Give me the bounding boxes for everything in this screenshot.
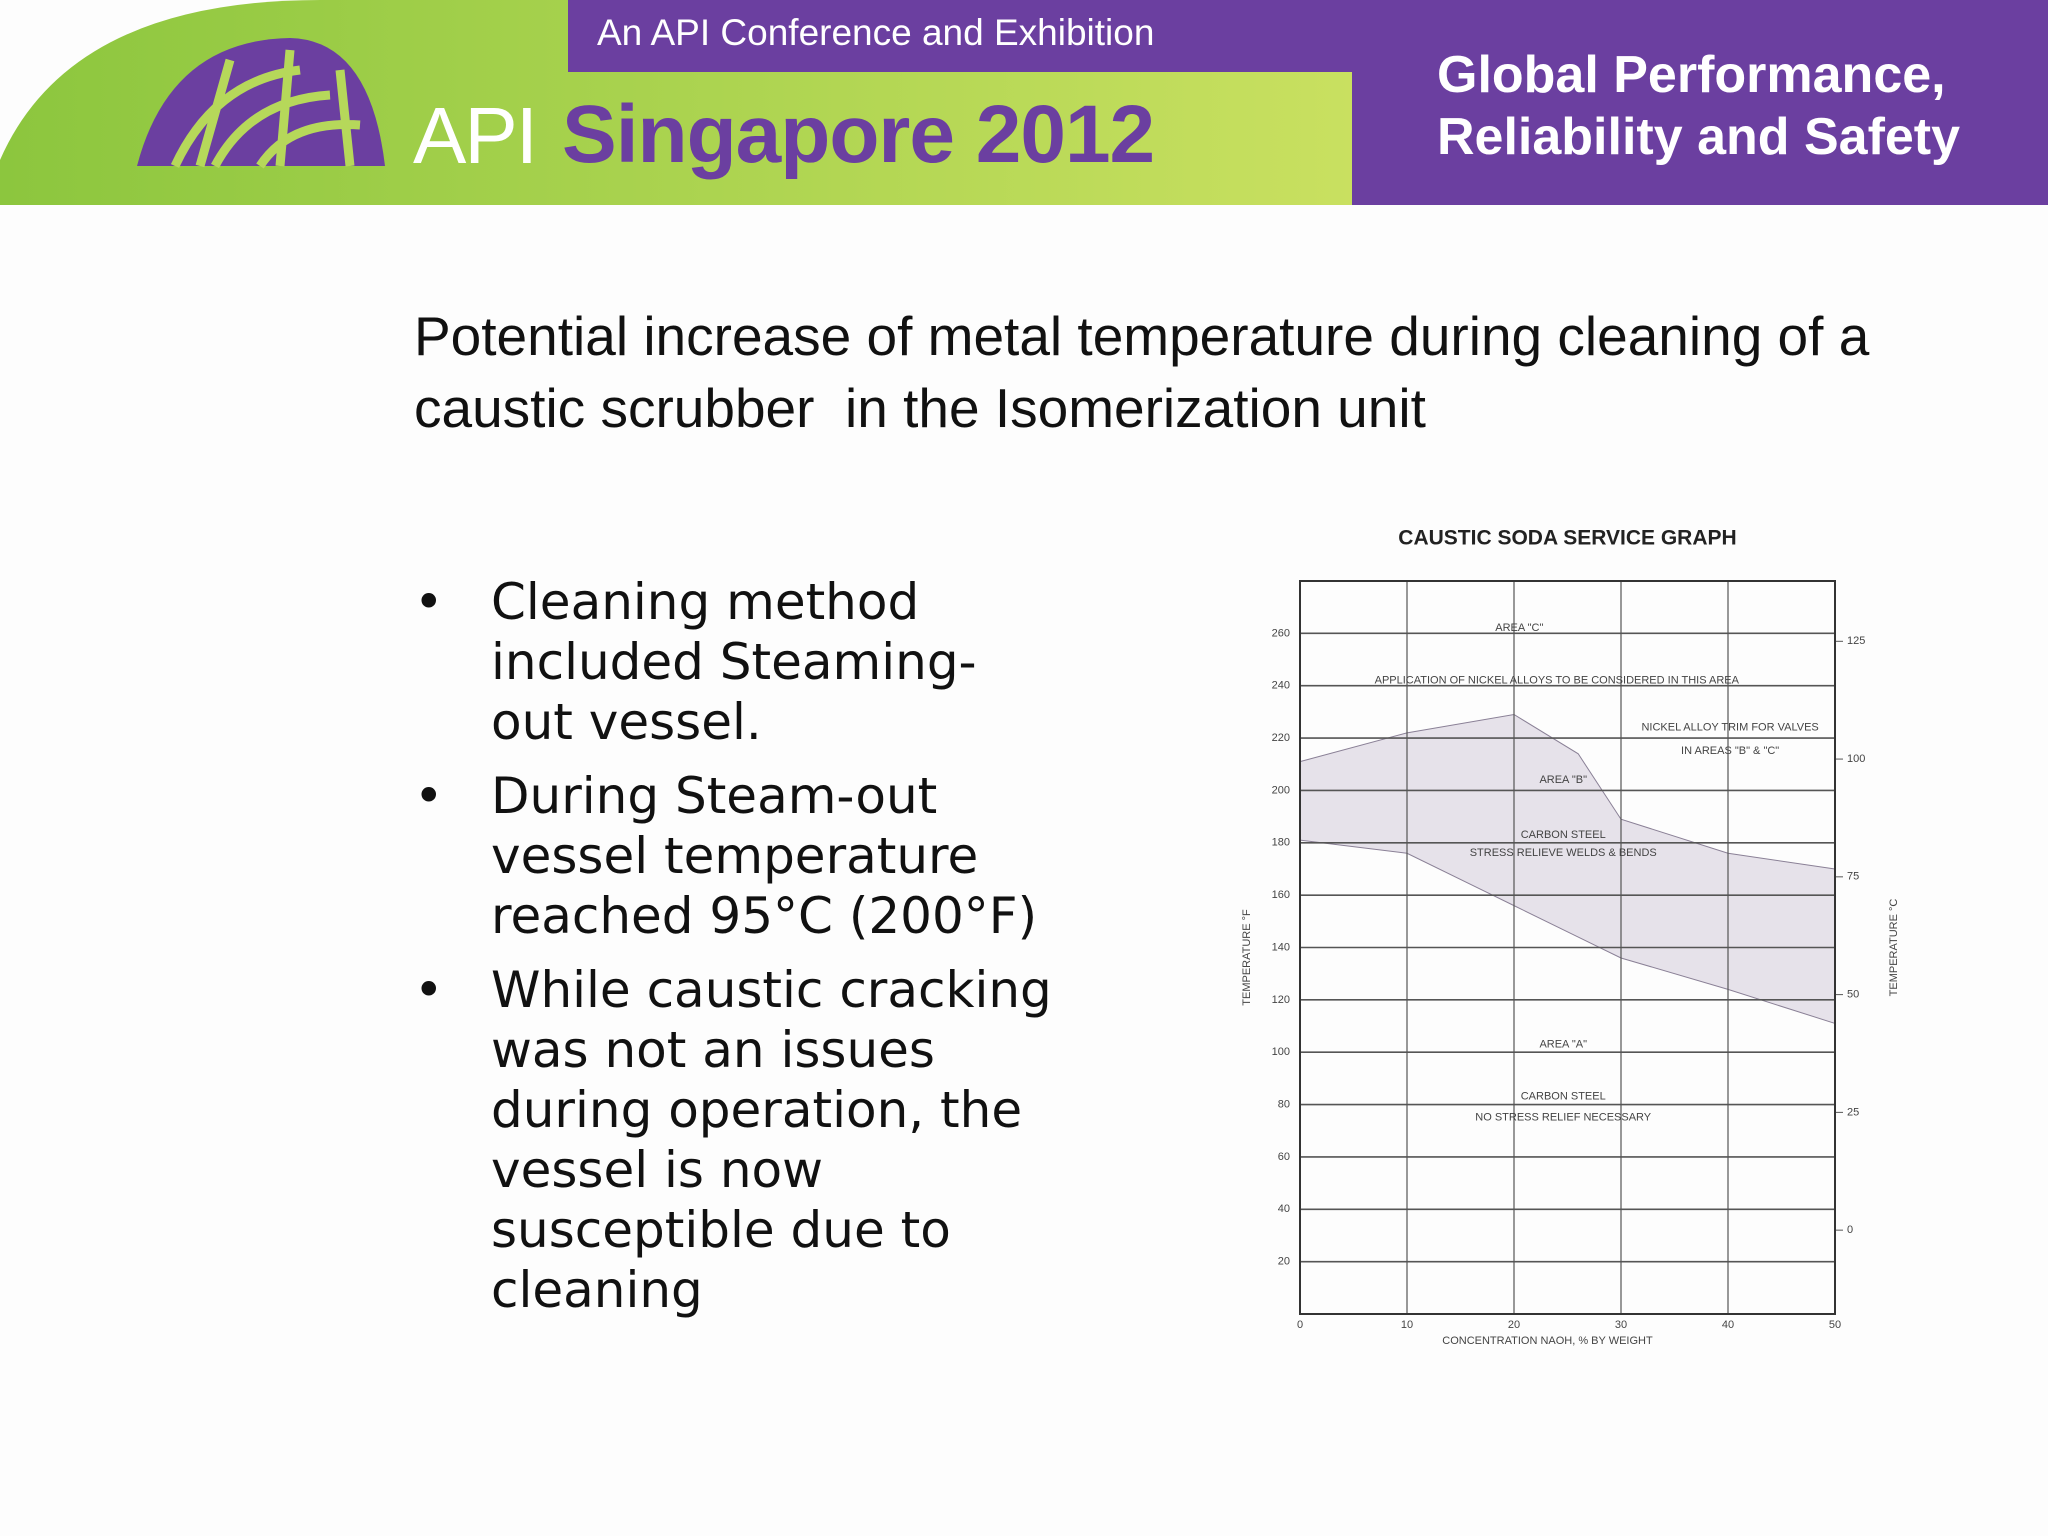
- purple-strip: [568, 0, 1352, 72]
- annotation: IN AREAS "B" & "C": [1681, 745, 1779, 757]
- x-tick-label: 0: [1297, 1319, 1303, 1331]
- y2-tick-label: 0: [1847, 1224, 1853, 1236]
- y-tick-label: 100: [1272, 1046, 1290, 1058]
- annotation: STRESS RELIEVE WELDS & BENDS: [1470, 847, 1657, 859]
- logo: [137, 38, 385, 169]
- bullet: Cleaning method included Steaming- out v…: [414, 572, 1074, 752]
- plot-frame: [1299, 580, 1836, 1315]
- event-label: Singapore 2012: [562, 89, 1155, 180]
- y-axis-label: TEMPERATURE °F: [1241, 909, 1253, 1006]
- conference-label: An API Conference and Exhibition: [597, 12, 1155, 53]
- tagline: Global Performance,: [1437, 46, 1946, 104]
- y-tick-label: 80: [1278, 1098, 1290, 1110]
- y2-tick-label: 125: [1847, 635, 1865, 647]
- header-banner: [0, 0, 2048, 205]
- y2-tick-label: 25: [1847, 1106, 1859, 1118]
- y-tick-label: 260: [1272, 627, 1290, 639]
- x-tick-label: 10: [1401, 1319, 1413, 1331]
- x-tick-label: 20: [1508, 1319, 1520, 1331]
- y-tick-label: 20: [1278, 1256, 1290, 1268]
- x-tick-label: 30: [1615, 1319, 1627, 1331]
- x-tick-label: 40: [1722, 1319, 1734, 1331]
- y-tick-label: 160: [1272, 889, 1290, 901]
- annotation: NO STRESS RELIEF NECESSARY: [1475, 1112, 1652, 1124]
- y2-tick-label: 50: [1847, 989, 1859, 1001]
- band-fill: [1300, 714, 1835, 1024]
- y-tick-label: 180: [1272, 837, 1290, 849]
- bullet: During Steam-out vessel temperature reac…: [414, 766, 1074, 946]
- annotation: AREA "C": [1495, 622, 1543, 634]
- y2-tick-label: 75: [1847, 871, 1859, 883]
- annotation: APPLICATION OF NICKEL ALLOYS TO BE CONSI…: [1375, 674, 1740, 686]
- y2-axis-label: TEMPERATURE °C: [1888, 899, 1900, 997]
- annotation: CARBON STEEL: [1521, 1091, 1606, 1103]
- purple-panel: [1352, 0, 2048, 205]
- api-label: API: [413, 91, 538, 180]
- bullet: While caustic cracking was not an issues…: [414, 960, 1074, 1320]
- y-tick-label: 140: [1272, 941, 1290, 953]
- annotation: CARBON STEEL: [1521, 829, 1606, 841]
- y-tick-label: 60: [1278, 1151, 1290, 1163]
- y-tick-label: 200: [1272, 784, 1290, 796]
- y-tick-label: 120: [1272, 994, 1290, 1006]
- annotation: AREA "B": [1539, 774, 1587, 786]
- y-tick-label: 220: [1272, 732, 1290, 744]
- tagline: Reliability and Safety: [1437, 108, 1961, 166]
- annotation: NICKEL ALLOY TRIM FOR VALVES: [1641, 722, 1818, 734]
- x-tick-label: 50: [1829, 1319, 1841, 1331]
- y-tick-label: 240: [1272, 680, 1290, 692]
- slide-title: Potential increase of metal temperature …: [414, 305, 1885, 439]
- x-axis-label: CONCENTRATION NAOH, % BY WEIGHT: [1442, 1335, 1653, 1347]
- annotation: AREA "A": [1539, 1038, 1587, 1050]
- y2-tick-label: 100: [1847, 753, 1865, 765]
- bullet-list: Cleaning method included Steaming- out v…: [414, 572, 1074, 1334]
- chart-title: CAUSTIC SODA SERVICE GRAPH: [1398, 527, 1736, 550]
- y-tick-label: 40: [1278, 1203, 1290, 1215]
